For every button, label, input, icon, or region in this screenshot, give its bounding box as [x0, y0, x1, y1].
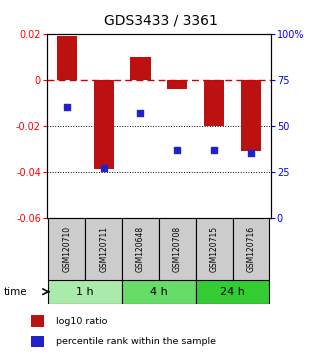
Bar: [196, 218, 233, 280]
Text: GSM120711: GSM120711: [99, 226, 108, 272]
Bar: [30, 336, 44, 347]
Bar: [57, 36, 77, 80]
Text: GSM120710: GSM120710: [62, 225, 71, 272]
Point: [175, 147, 180, 153]
Text: time: time: [3, 287, 27, 297]
Bar: [167, 80, 187, 89]
Point: [248, 150, 254, 156]
Bar: [48, 218, 85, 280]
Bar: [122, 280, 196, 304]
Text: 24 h: 24 h: [220, 287, 245, 297]
Bar: [30, 315, 44, 327]
Bar: [159, 218, 196, 280]
Bar: [48, 280, 122, 304]
Point: [64, 104, 69, 110]
Bar: [122, 218, 159, 280]
Bar: [241, 80, 261, 151]
Point: [138, 110, 143, 116]
Bar: [233, 218, 269, 280]
Bar: [196, 280, 269, 304]
Text: GSM120716: GSM120716: [247, 225, 256, 272]
Bar: [85, 218, 122, 280]
Text: 1 h: 1 h: [76, 287, 94, 297]
Bar: [130, 57, 151, 80]
Bar: [204, 80, 224, 126]
Text: GSM120708: GSM120708: [173, 225, 182, 272]
Text: 4 h: 4 h: [150, 287, 168, 297]
Text: percentile rank within the sample: percentile rank within the sample: [56, 337, 216, 346]
Point: [212, 147, 217, 153]
Point: [101, 165, 106, 171]
Text: GSM120648: GSM120648: [136, 225, 145, 272]
Bar: [93, 80, 114, 169]
Text: GDS3433 / 3361: GDS3433 / 3361: [104, 13, 217, 28]
Text: GSM120715: GSM120715: [210, 225, 219, 272]
Text: log10 ratio: log10 ratio: [56, 317, 107, 326]
